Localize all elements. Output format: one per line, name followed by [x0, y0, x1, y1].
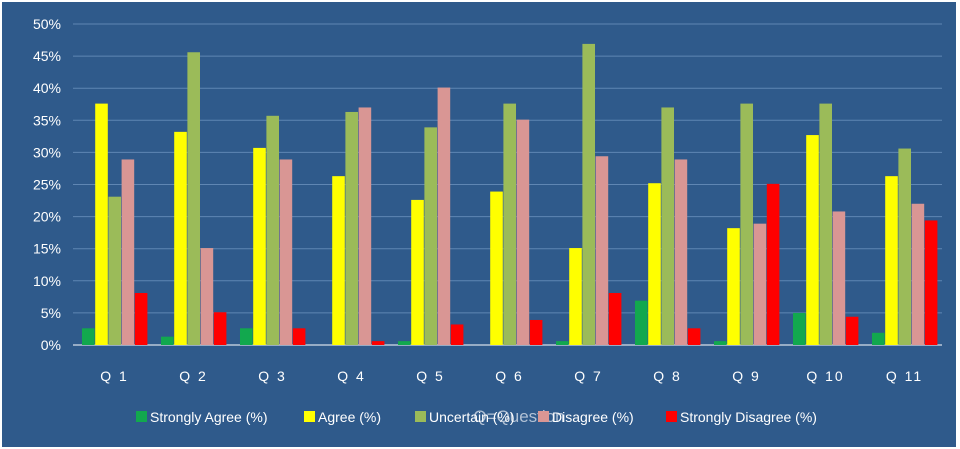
bar: [134, 292, 148, 345]
x-tick-label: Q 3: [258, 368, 287, 384]
bar: [793, 312, 806, 345]
bars: [82, 43, 938, 346]
bar: [371, 341, 385, 345]
x-tick-label: Q 6: [495, 368, 524, 384]
bar: [582, 43, 595, 345]
x-tick-label: Q 9: [732, 368, 761, 384]
x-tick-label: Q 2: [179, 368, 208, 384]
bar: [766, 183, 780, 345]
bar: [714, 341, 727, 345]
bar: [687, 328, 701, 345]
bar: [240, 328, 253, 345]
y-tick-label: 40%: [33, 80, 61, 96]
bar: [529, 319, 543, 345]
bar: [556, 341, 569, 345]
bar: [213, 312, 227, 345]
bar: [108, 196, 121, 345]
y-tick-label: 20%: [33, 209, 61, 225]
bar: [411, 199, 424, 345]
bar: [332, 176, 345, 345]
y-axis-ticks: 0% 5% 10% 15% 20% 25% 30% 35% 40% 45% 50%: [33, 16, 61, 353]
legend-label: Strongly Disagree (%): [680, 409, 817, 425]
bar: [437, 87, 451, 346]
legend-label: Agree (%): [318, 409, 381, 425]
y-tick-label: 10%: [33, 273, 61, 289]
y-tick-label: 35%: [33, 112, 61, 128]
bar: [516, 119, 530, 346]
bar: [424, 127, 437, 345]
x-axis-ticks: Q 1 Q 2 Q 3 Q 4 Q 5 Q 6 Q 7 Q 8 Q 9 Q 10 Q 11: [100, 368, 923, 384]
y-tick-label: 0%: [41, 337, 61, 353]
bar: [200, 248, 214, 345]
bar: [398, 341, 411, 345]
bar: [872, 332, 885, 345]
legend-swatch: [666, 411, 677, 422]
bar: [727, 228, 740, 345]
bar: [450, 324, 464, 345]
legend-swatch: [415, 411, 426, 422]
bar: [174, 131, 187, 345]
bar: [753, 223, 767, 345]
legend-label: Uncertain (%): [429, 409, 515, 425]
bar: [82, 328, 95, 345]
bar: [569, 248, 582, 345]
bar: [740, 103, 753, 345]
bar: [503, 103, 516, 345]
bar: [898, 148, 911, 345]
x-tick-label: Q 7: [574, 368, 603, 384]
bar: [279, 159, 293, 345]
legend-label: Disagree (%): [552, 409, 634, 425]
y-tick-label: 45%: [33, 48, 61, 64]
bar: [490, 191, 503, 345]
bar: [595, 156, 609, 345]
x-tick-label: Q 1: [100, 368, 129, 384]
bar: [608, 292, 622, 345]
bar: [819, 103, 832, 345]
y-tick-label: 25%: [33, 177, 61, 193]
bar: [911, 203, 925, 345]
y-tick-label: 15%: [33, 241, 61, 257]
bar: [648, 183, 661, 345]
bar: [845, 316, 859, 345]
y-tick-label: 5%: [41, 305, 61, 321]
bar: [95, 103, 108, 345]
bar: [832, 211, 846, 345]
bar: [266, 115, 279, 345]
y-tick-label: 50%: [33, 16, 61, 32]
bar: [358, 107, 372, 346]
bar: [345, 111, 358, 345]
bar: [661, 107, 674, 346]
bar: [253, 147, 266, 345]
x-tick-label: Q 8: [653, 368, 682, 384]
bar: [806, 135, 819, 345]
legend: Strongly Agree (%) Agree (%) Uncertain (%)…: [136, 409, 817, 425]
bar: [292, 328, 306, 345]
bar: [161, 336, 174, 345]
y-tick-label: 30%: [33, 144, 61, 160]
legend-swatch: [136, 411, 147, 422]
bar: [121, 159, 135, 345]
legend-label: Strongly Agree (%): [150, 409, 268, 425]
bar: [924, 220, 938, 345]
bar: [187, 52, 200, 346]
legend-swatch: [538, 411, 549, 422]
x-tick-label: Q 10: [806, 368, 844, 384]
bar: [674, 159, 688, 345]
legend-swatch: [304, 411, 315, 422]
x-tick-label: Q 5: [416, 368, 445, 384]
bar: [635, 300, 648, 345]
x-tick-label: Q 4: [337, 368, 366, 384]
x-tick-label: Q 11: [886, 368, 923, 384]
bar: [885, 176, 898, 345]
